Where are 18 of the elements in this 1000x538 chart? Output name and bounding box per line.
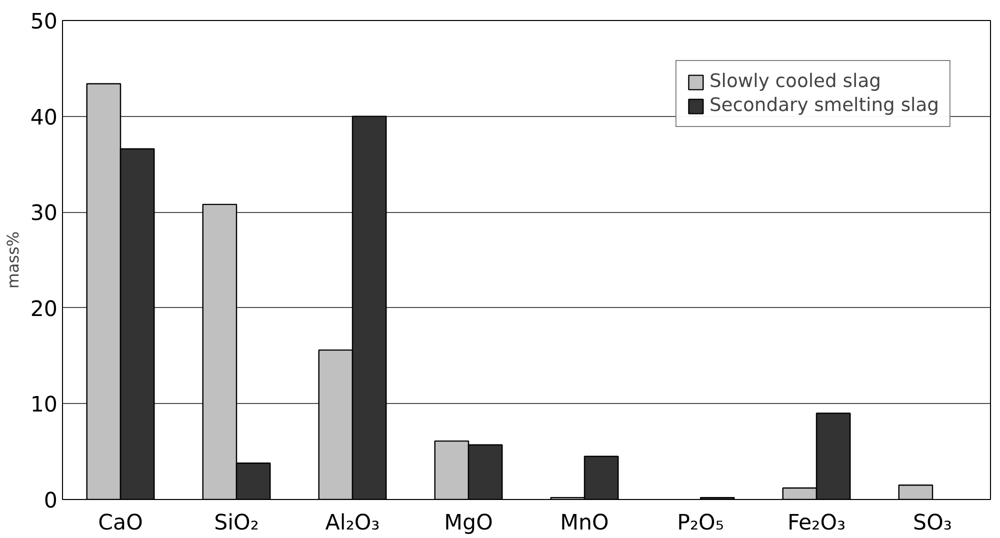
- y-tick-label: 30: [30, 201, 58, 226]
- x-tick-label: CaO: [98, 510, 143, 536]
- y-tick-label: 50: [30, 10, 58, 34]
- x-tick-label: P₂O₅: [677, 510, 724, 536]
- y-tick-label: 20: [30, 296, 58, 322]
- x-tick-label: SO₃: [913, 510, 952, 536]
- x-tick-label: MgO: [444, 510, 493, 536]
- x-tick-label: Fe₂O₃: [787, 510, 846, 536]
- y-tick-label: 0: [44, 488, 58, 514]
- y-tick-label: 40: [30, 105, 58, 130]
- x-tick-label: MnO: [560, 510, 609, 536]
- y-axis-title: mass%: [3, 231, 22, 289]
- bar: [898, 484, 934, 500]
- x-tick-label: SiO₂: [214, 510, 259, 536]
- y-tick-label: 10: [30, 392, 58, 418]
- x-tick-label: Al₂O₃: [325, 510, 380, 536]
- legend-label: Secondary smelting slag: [709, 95, 939, 116]
- legend-label: Slowly cooled slag: [709, 71, 881, 92]
